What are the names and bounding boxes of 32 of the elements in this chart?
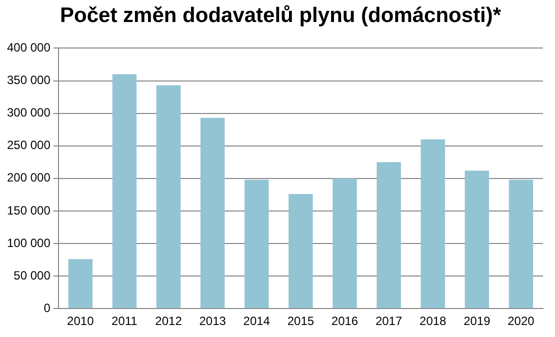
y-tick-label: 200 000 bbox=[6, 170, 51, 185]
x-tick-label: 2014 bbox=[243, 314, 270, 328]
y-tick-label: 350 000 bbox=[6, 73, 51, 88]
y-tick-label: 100 000 bbox=[6, 236, 51, 250]
y-tick-label: 300 000 bbox=[6, 106, 51, 120]
x-tick-label: 2013 bbox=[199, 314, 226, 328]
y-tick-label: 400 000 bbox=[6, 40, 51, 55]
y-tick-label: 0 bbox=[44, 300, 51, 315]
bar bbox=[508, 180, 534, 308]
bar bbox=[244, 180, 269, 308]
y-tick-label: 150 000 bbox=[6, 203, 51, 218]
x-tick-label: 2015 bbox=[287, 314, 314, 328]
bar bbox=[420, 139, 445, 308]
x-tick-label: 2018 bbox=[420, 314, 447, 328]
x-tick-label: 2016 bbox=[331, 314, 358, 328]
bar bbox=[200, 118, 225, 308]
x-tick-label: 2011 bbox=[112, 314, 138, 328]
bar bbox=[156, 85, 181, 308]
x-tick-label: 2019 bbox=[464, 314, 491, 328]
y-tick-label: 50 000 bbox=[14, 268, 51, 282]
x-tick-label: 2020 bbox=[508, 314, 535, 328]
x-tick-label: 2017 bbox=[375, 314, 402, 328]
bar bbox=[112, 74, 137, 308]
x-tick-label: 2012 bbox=[155, 314, 182, 328]
bar bbox=[288, 194, 313, 308]
bar bbox=[376, 162, 401, 308]
x-tick-label: 2010 bbox=[67, 314, 94, 328]
bar bbox=[464, 170, 490, 308]
y-tick-label: 250 000 bbox=[6, 138, 51, 152]
chart-title: Počet změn dodavatelů plynu (domácnosti)* bbox=[60, 4, 502, 28]
bar bbox=[332, 178, 357, 308]
bar bbox=[68, 259, 93, 308]
